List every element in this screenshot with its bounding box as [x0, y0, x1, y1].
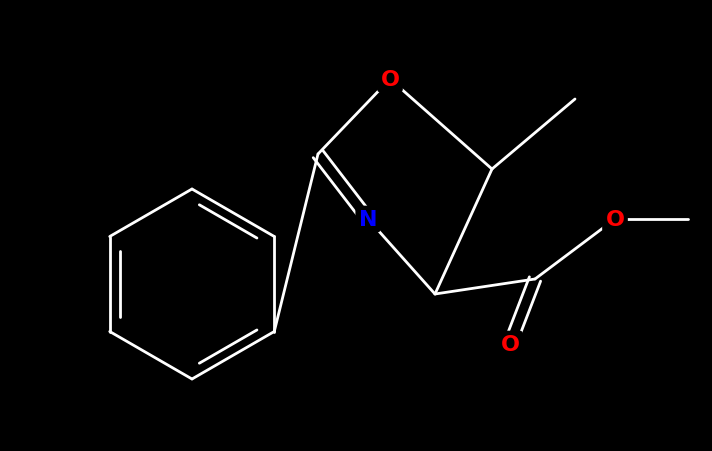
Text: O: O	[501, 334, 520, 354]
Text: O: O	[380, 70, 399, 90]
Text: N: N	[359, 210, 377, 230]
Text: O: O	[605, 210, 624, 230]
